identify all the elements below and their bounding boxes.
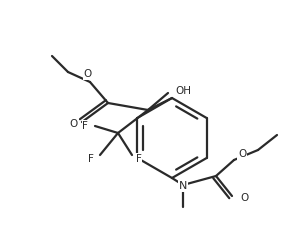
Text: F: F [88, 154, 94, 164]
Text: N: N [179, 181, 187, 191]
Text: OH: OH [175, 86, 191, 96]
Text: O: O [70, 119, 78, 129]
Text: O: O [238, 149, 246, 159]
Text: O: O [84, 69, 92, 79]
Text: F: F [136, 154, 142, 164]
Text: O: O [240, 193, 248, 203]
Text: F: F [82, 121, 88, 131]
